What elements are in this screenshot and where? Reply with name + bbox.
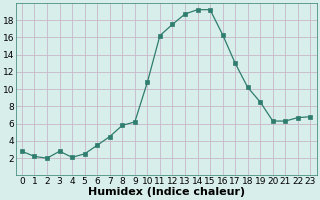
X-axis label: Humidex (Indice chaleur): Humidex (Indice chaleur) [88, 187, 245, 197]
